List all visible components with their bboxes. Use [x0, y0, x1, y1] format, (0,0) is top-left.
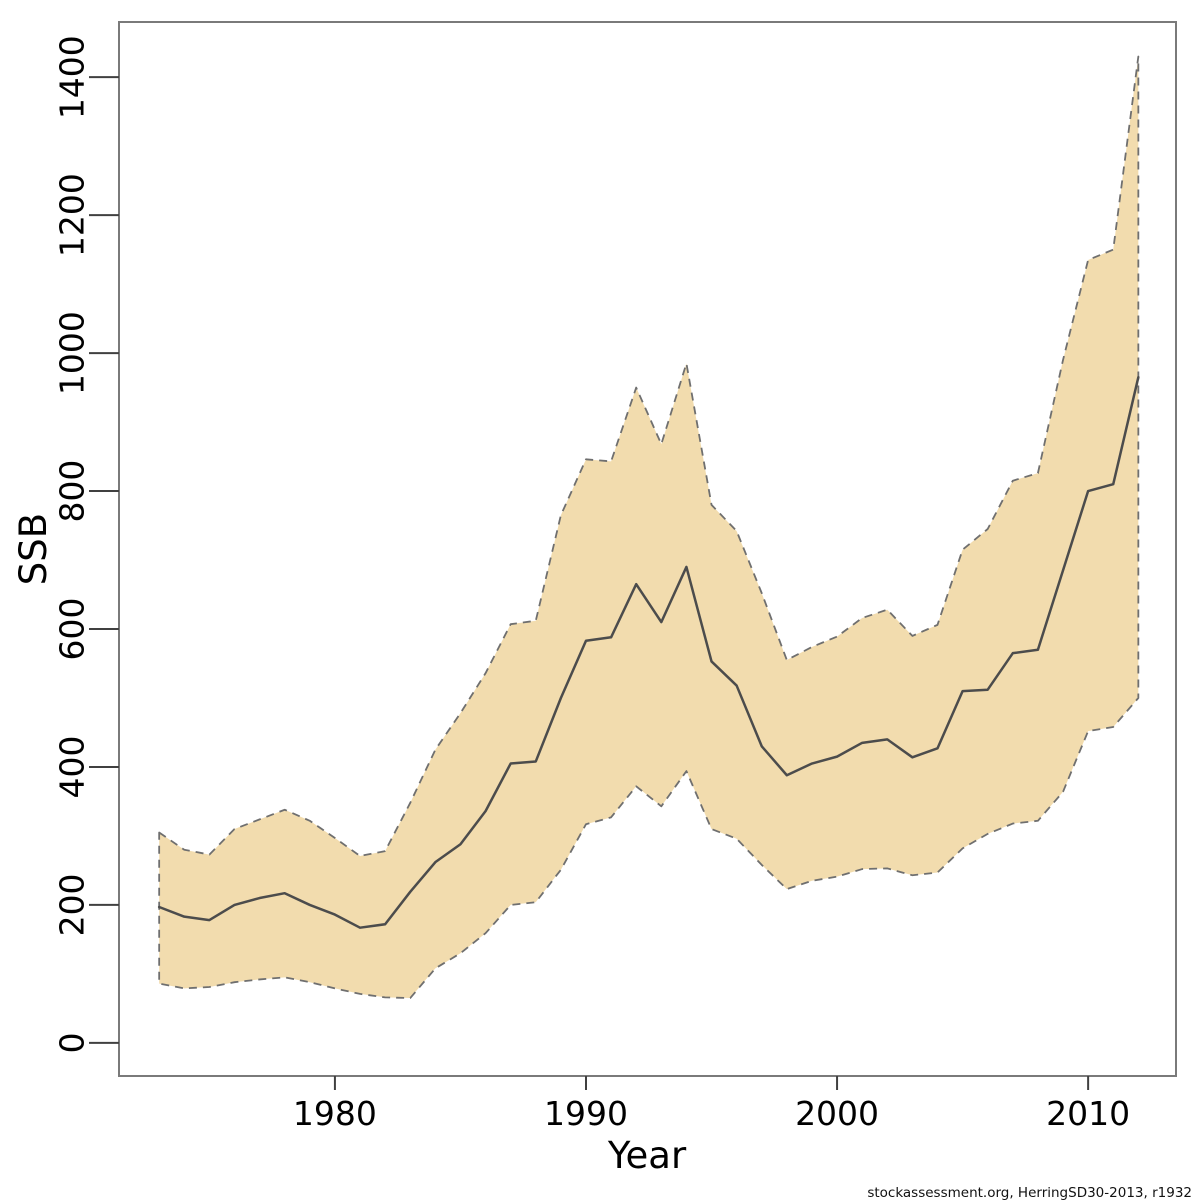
plot-frame [118, 21, 1177, 1077]
confidence-band [158, 55, 1140, 999]
x-tick-label: 2010 [1046, 1094, 1130, 1133]
y-axis: 0 200 400 600 800 1000 1200 1400 [53, 35, 119, 1053]
plot-frame-layer [118, 21, 1177, 1077]
confidence-band-layer [158, 55, 1140, 999]
y-axis-title: SSB [12, 513, 55, 585]
footer-credit: stockassessment.org, HerringSD30-2013, r… [867, 1185, 1192, 1200]
ssb-median-line [157, 375, 1140, 929]
series-line-layer [157, 375, 1140, 929]
x-axis: 1980 1990 2000 2010 [293, 1076, 1130, 1133]
x-tick-label: 1980 [293, 1094, 377, 1133]
y-tick-label: 1000 [53, 311, 92, 395]
x-tick-label: 2000 [795, 1094, 879, 1133]
y-tick-label: 1400 [53, 35, 92, 119]
y-tick-label: 400 [53, 735, 92, 798]
x-axis-title: Year [607, 1134, 687, 1177]
y-tick-label: 1200 [53, 173, 92, 257]
y-tick-label: 0 [53, 1032, 92, 1053]
x-tick-label: 1990 [544, 1094, 628, 1133]
y-tick-label: 200 [53, 873, 92, 936]
y-tick-label: 800 [53, 460, 92, 523]
y-tick-label: 600 [53, 598, 92, 661]
